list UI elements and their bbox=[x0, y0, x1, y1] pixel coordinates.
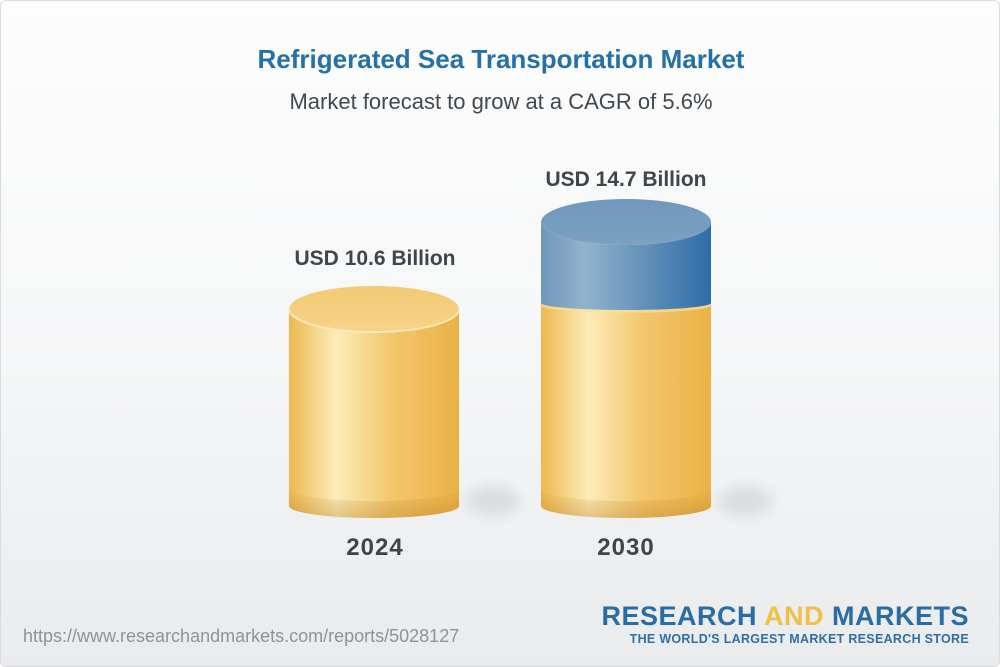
cylinder-2024-body bbox=[289, 309, 459, 518]
cylinder-2030-growth-segment bbox=[541, 222, 711, 310]
cylinder-2024-top bbox=[289, 286, 459, 332]
logo-tagline: THE WORLD'S LARGEST MARKET RESEARCH STOR… bbox=[629, 632, 969, 647]
logo-word-and: AND bbox=[763, 601, 824, 631]
report-url[interactable]: https://www.researchandmarkets.com/repor… bbox=[23, 626, 460, 646]
axis-label-2024: 2024 bbox=[346, 534, 404, 561]
axis-label-2030: 2030 bbox=[597, 534, 655, 561]
logo-word-research: RESEARCH bbox=[601, 601, 757, 631]
company-logo: RESEARCH AND MARKETS THE WORLD'S LARGEST… bbox=[601, 602, 969, 646]
cylinder-shadow-2030 bbox=[718, 486, 772, 516]
cylinder-2030-top bbox=[541, 199, 711, 245]
logo-word-markets: MARKETS bbox=[832, 601, 969, 631]
cylinder-2030-junction-rim bbox=[539, 303, 713, 313]
chart-title: Refrigerated Sea Transportation Market bbox=[257, 44, 745, 74]
value-label-2024: USD 10.6 Billion bbox=[294, 247, 456, 270]
cylinder-2030-base-segment bbox=[541, 303, 711, 518]
cylinder-2024 bbox=[288, 286, 460, 518]
logo-wordmark: RESEARCH AND MARKETS bbox=[601, 602, 969, 630]
chart-subtitle: Market forecast to grow at a CAGR of 5.6… bbox=[289, 89, 713, 114]
value-label-2030: USD 14.7 Billion bbox=[545, 168, 707, 191]
cylinder-2030-bottom-shade bbox=[541, 489, 711, 518]
cylinder-shadow-2024 bbox=[466, 486, 520, 516]
cylinder-2030 bbox=[539, 199, 713, 518]
cylinder-2024-bottom-shade bbox=[289, 489, 459, 518]
cylinder-2024-top-rim bbox=[288, 308, 460, 333]
